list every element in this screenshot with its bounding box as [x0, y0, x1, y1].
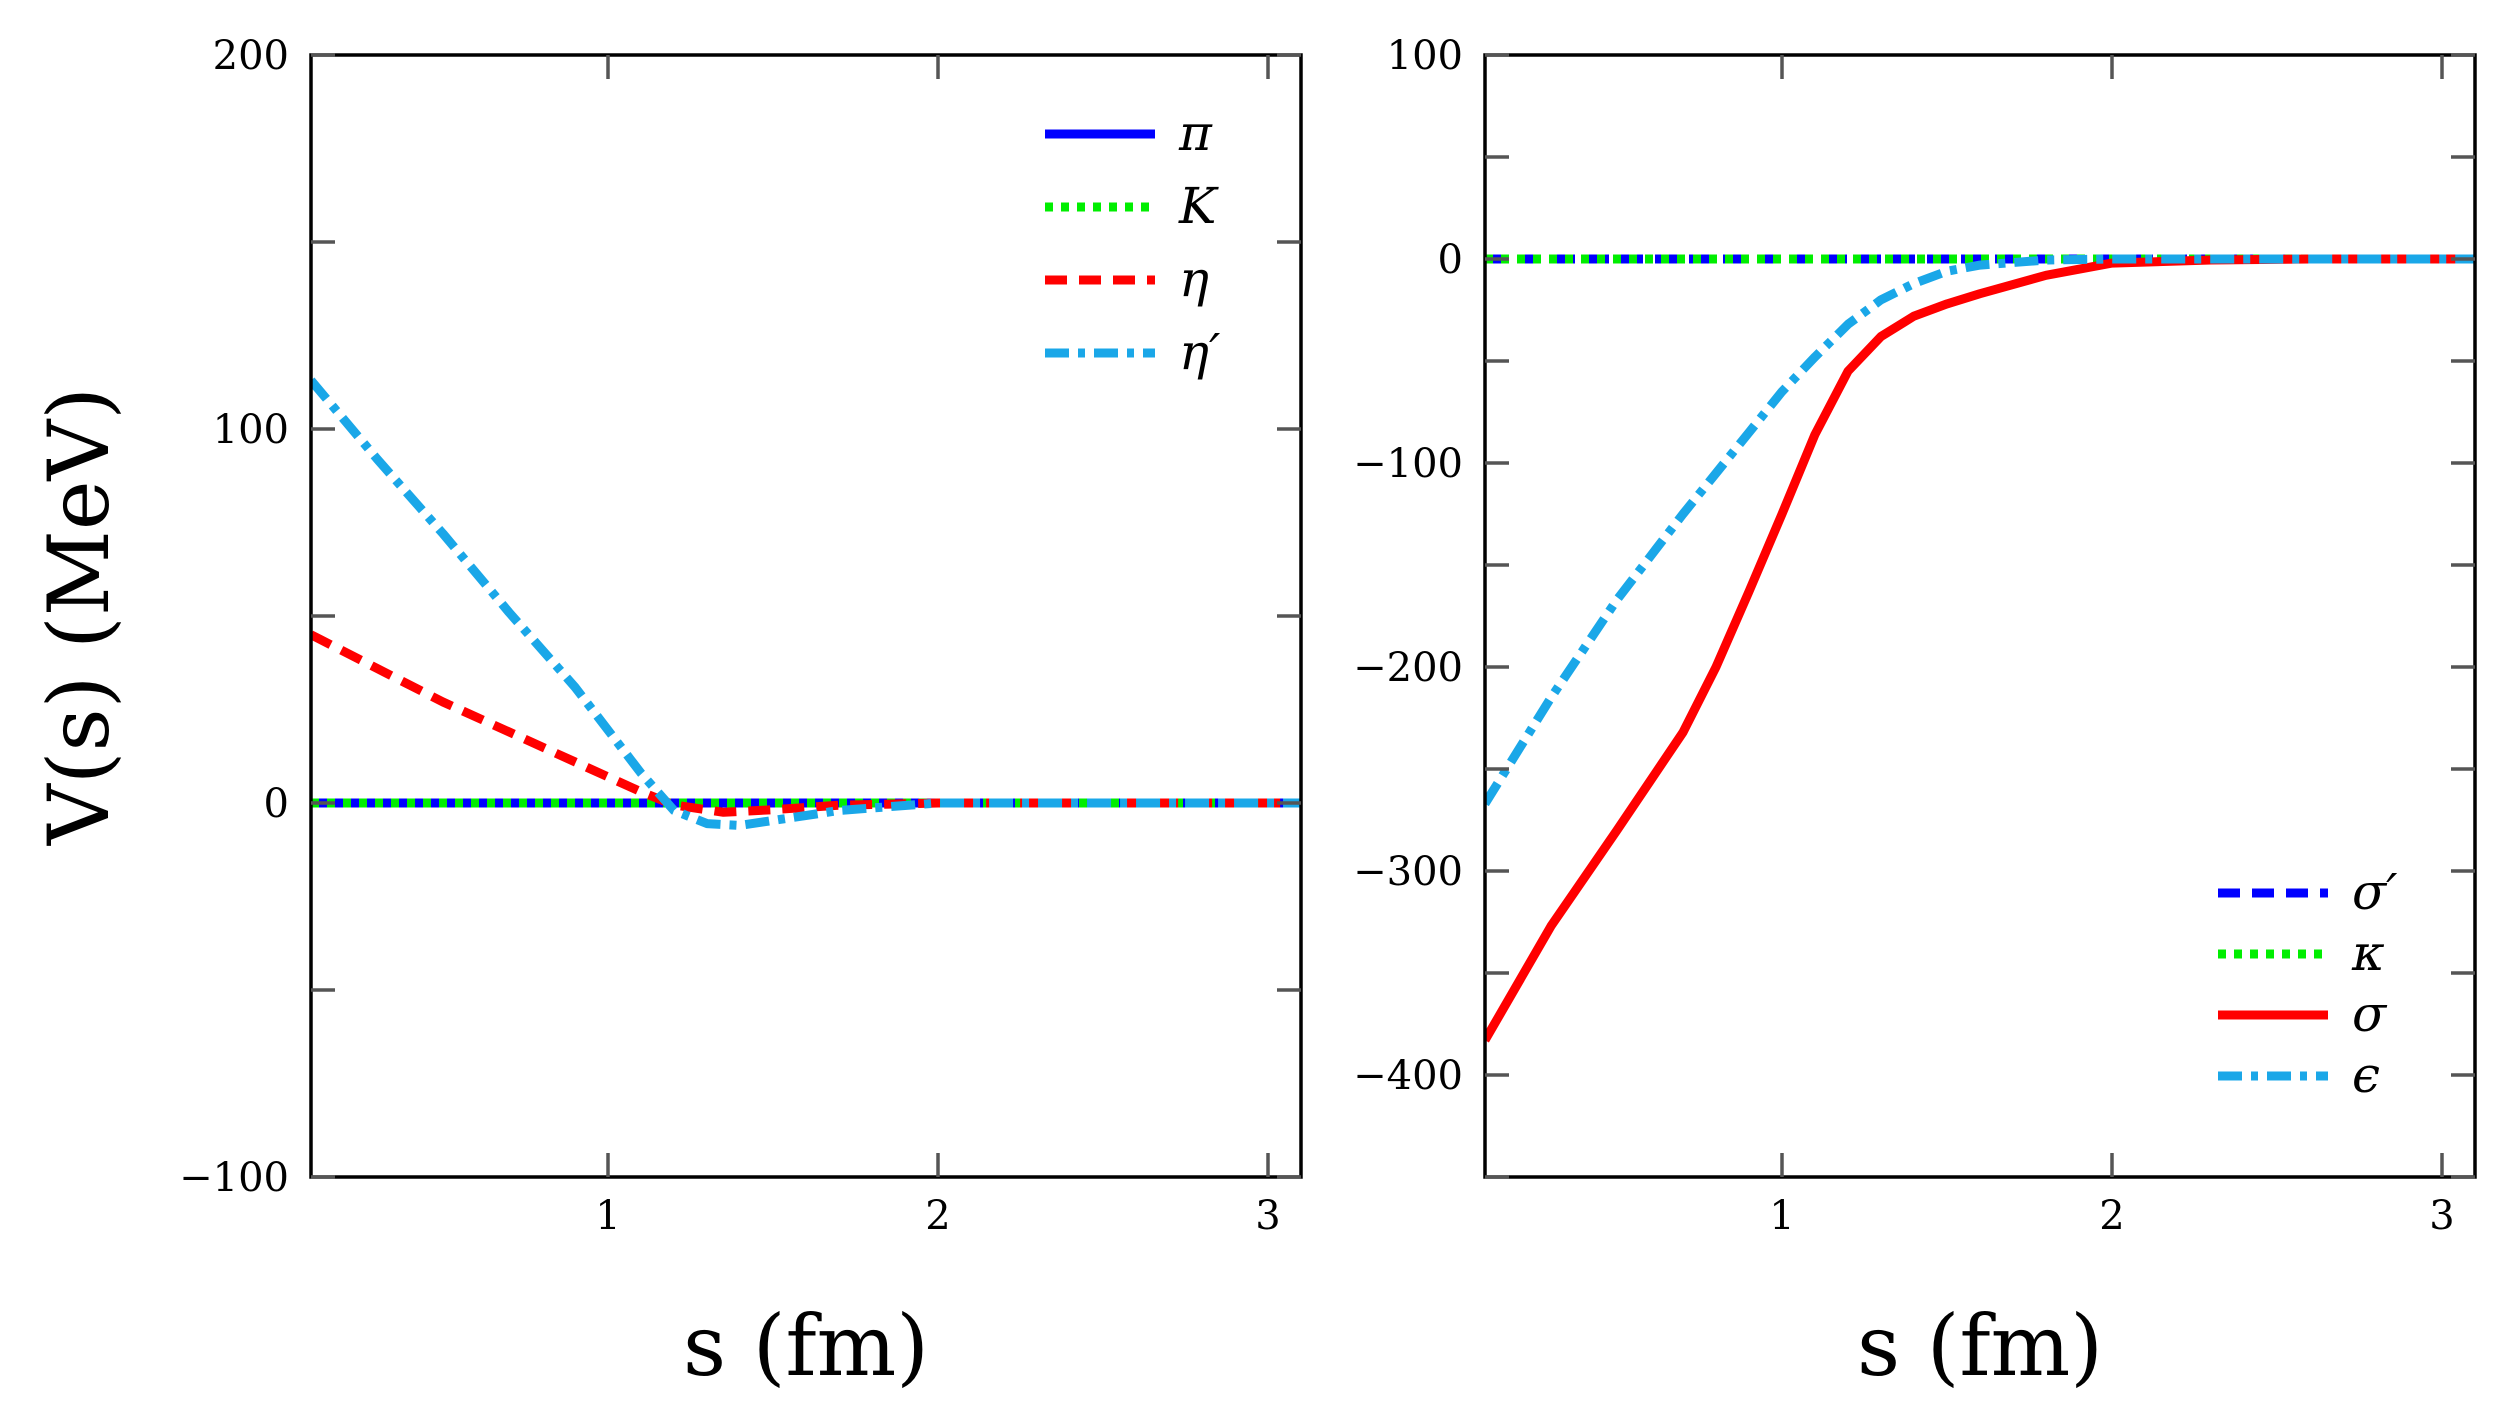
right-chart-series: [1485, 254, 2475, 1043]
right-y-tick-label: −400: [1353, 1053, 1463, 1099]
right-legend-label-4: ϵ: [2352, 1046, 2380, 1104]
right-y-tick-label: 0: [1438, 237, 1463, 283]
right-x-axis-title: s (fm): [1857, 1297, 2103, 1395]
left-chart-panel: 1 2 3 −100 0 100 200 πKη η′ s (fm) V(s) (MeV): [30, 33, 1303, 1395]
right-legend-label-3: σ: [2352, 985, 2388, 1043]
left-legend-label-2: K: [1178, 177, 1219, 235]
left-x-tick-label: 3: [1255, 1193, 1280, 1239]
left-x-tick-label: 2: [925, 1193, 950, 1239]
left-y-tick-label: 200: [213, 33, 289, 79]
left-legend-label-1: π: [1178, 104, 1213, 162]
left-chart-legend: πKη η′: [1045, 104, 1221, 381]
left-y-tick-label: 0: [264, 781, 289, 827]
right-y-tick-label: −100: [1353, 441, 1463, 487]
left-y-tick-label: −100: [179, 1155, 289, 1201]
right-y-tick-label: −300: [1353, 849, 1463, 895]
left-chart-series: [311, 377, 1301, 830]
left-y-axis-title: V(s) (MeV): [30, 387, 128, 846]
left-chart-ticks: [311, 53, 1301, 1179]
left-legend-label-4: η′: [1179, 323, 1221, 381]
right-chart-legend: σ′κσϵ: [2218, 863, 2398, 1104]
right-chart-frame: [1483, 53, 2477, 1179]
right-y-tick-label: 100: [1387, 33, 1463, 79]
right-legend-label-2: κ: [2351, 924, 2385, 982]
right-chart-panel: 1 2 3 −400 −300 −200 −100 0 100 σ′κσϵ s (fm): [1353, 33, 2477, 1395]
left-series-line-3: [311, 630, 1301, 817]
left-series-line-4: [311, 377, 1301, 830]
left-chart-tick-labels: 1 2 3 −100 0 100 200: [179, 33, 1281, 1239]
right-x-tick-label: 1: [1769, 1193, 1794, 1239]
left-x-tick-label: 1: [595, 1193, 620, 1239]
left-y-tick-label: 100: [213, 407, 289, 453]
right-chart-tick-labels: 1 2 3 −400 −300 −200 −100 0 100: [1353, 33, 2455, 1239]
right-x-tick-label: 2: [2099, 1193, 2124, 1239]
left-legend-label-3: η: [1179, 250, 1209, 308]
right-legend-label-1: σ′: [2352, 863, 2398, 921]
right-x-tick-label: 3: [2429, 1193, 2454, 1239]
right-series-line-4: [1485, 254, 2475, 807]
right-y-tick-label: −200: [1353, 645, 1463, 691]
left-x-axis-title: s (fm): [683, 1297, 929, 1395]
right-chart-ticks: [1485, 53, 2475, 1179]
